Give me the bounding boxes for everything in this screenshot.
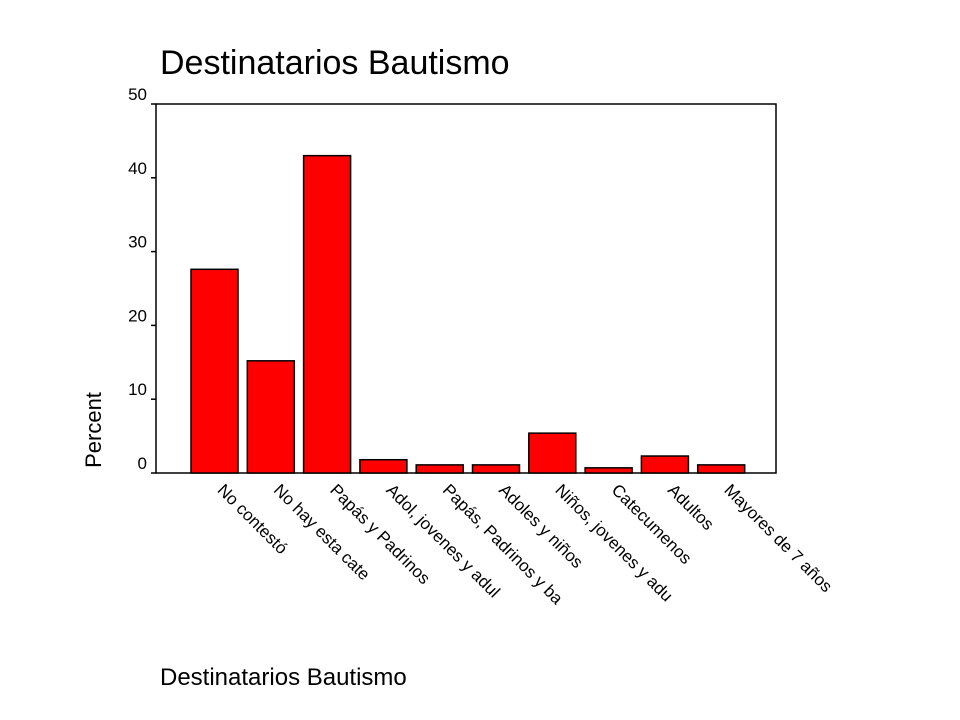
bar	[246, 360, 296, 474]
bar	[359, 458, 408, 474]
bar	[302, 154, 352, 474]
chart-title: Destinatarios Bautismo	[160, 44, 510, 82]
x-tick-label: No hay esta cate	[270, 480, 374, 584]
bar	[640, 455, 690, 474]
plot-frame	[155, 103, 777, 474]
bar	[584, 467, 633, 474]
x-tick-label: Mayores de 7 años	[720, 480, 836, 596]
x-axis-label: Destinatarios Bautismo	[160, 664, 407, 691]
x-tick-label: Papás y Padrinos	[326, 480, 434, 588]
y-axis-label: Percent	[81, 392, 106, 468]
y-tick-label: 40	[128, 159, 147, 178]
y-tick-label: 20	[128, 306, 147, 325]
x-tick-label: Adultos	[664, 480, 718, 534]
bar	[528, 432, 577, 474]
bar	[190, 268, 239, 474]
y-tick-label: 50	[128, 85, 147, 104]
bar	[415, 464, 464, 474]
bar	[696, 464, 746, 474]
y-tick-label: 30	[128, 233, 147, 252]
y-tick-label: 0	[138, 454, 147, 473]
y-tick-label: 10	[128, 380, 147, 399]
bar	[471, 464, 521, 474]
